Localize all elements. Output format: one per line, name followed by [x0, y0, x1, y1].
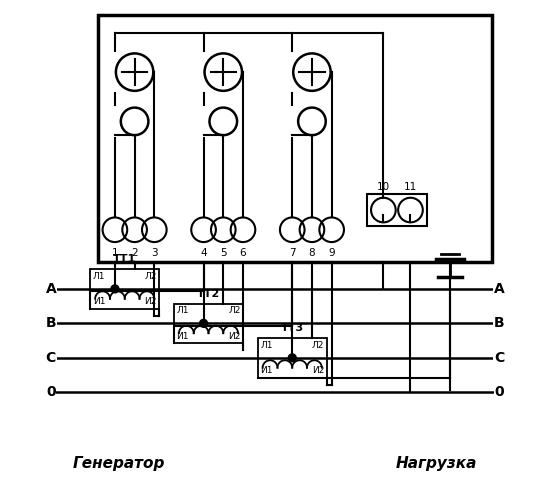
Text: И1: И1: [177, 331, 189, 340]
Text: ТТ2: ТТ2: [197, 288, 220, 299]
Text: 5: 5: [220, 248, 227, 258]
Text: 3: 3: [151, 248, 158, 258]
Text: Л2: Л2: [145, 272, 157, 281]
Circle shape: [200, 320, 207, 328]
Text: 9: 9: [328, 248, 335, 258]
Text: A: A: [46, 282, 56, 296]
Bar: [367, 194, 427, 226]
Text: C: C: [46, 351, 56, 365]
Text: И1: И1: [93, 297, 105, 306]
Text: 8: 8: [309, 248, 315, 258]
Text: 0: 0: [494, 385, 504, 399]
Circle shape: [111, 285, 119, 293]
Text: ТТ1: ТТ1: [113, 254, 136, 264]
Text: A: A: [494, 282, 504, 296]
Text: ТТ3: ТТ3: [280, 323, 304, 333]
Text: 6: 6: [240, 248, 246, 258]
Text: 2: 2: [131, 248, 138, 258]
Text: 11: 11: [404, 182, 417, 192]
Bar: [258, 338, 327, 377]
Text: 4: 4: [200, 248, 207, 258]
Text: И2: И2: [228, 331, 240, 340]
Text: Л1: Л1: [93, 272, 105, 281]
Text: И2: И2: [312, 366, 324, 375]
Text: Л1: Л1: [177, 306, 189, 315]
Bar: [174, 304, 243, 343]
Bar: [90, 269, 160, 309]
Text: B: B: [46, 316, 56, 330]
Bar: [98, 15, 492, 262]
Text: Л1: Л1: [260, 340, 273, 350]
Text: Генератор: Генератор: [73, 456, 166, 471]
Text: 1: 1: [112, 248, 118, 258]
Text: И1: И1: [260, 366, 273, 375]
Text: 7: 7: [289, 248, 295, 258]
Text: Нагрузка: Нагрузка: [395, 456, 477, 471]
Text: B: B: [494, 316, 504, 330]
Text: Л2: Л2: [312, 340, 324, 350]
Text: 0: 0: [46, 385, 56, 399]
Text: C: C: [494, 351, 504, 365]
Text: Л2: Л2: [228, 306, 240, 315]
Text: И2: И2: [145, 297, 157, 306]
Text: 10: 10: [377, 182, 390, 192]
Circle shape: [288, 354, 296, 362]
